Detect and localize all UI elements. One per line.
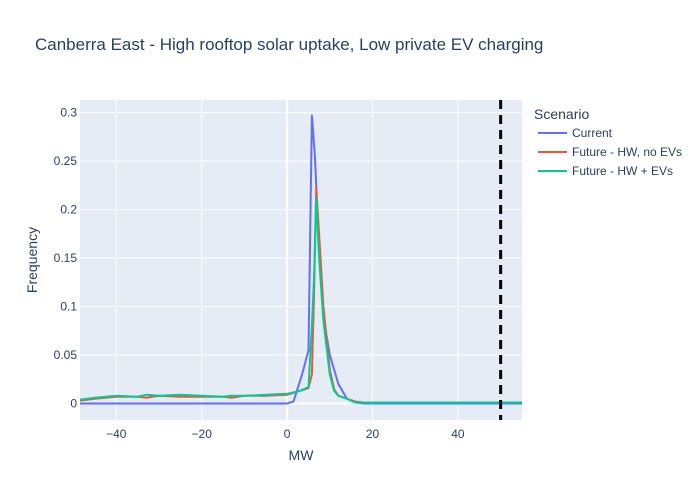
y-tick-label: 0.3 (60, 106, 77, 120)
y-tick-label: 0.2 (60, 203, 77, 217)
legend-label: Future - HW + EVs (572, 164, 673, 178)
y-axis-title: Frequency (24, 227, 40, 293)
series-layer (80, 114, 522, 405)
legend: Scenario Current Future - HW, no EVs Futur… (534, 106, 682, 178)
series-line-3 (80, 196, 522, 404)
x-tick-label: 40 (451, 427, 465, 441)
x-tick-label: −20 (192, 427, 213, 441)
y-tick-label: 0.1 (60, 300, 77, 314)
chart-title: Canberra East - High rooftop solar uptak… (35, 35, 543, 54)
x-tick-label: −40 (106, 427, 127, 441)
x-tick-label: 20 (366, 427, 380, 441)
y-tick-label: 0.25 (54, 154, 78, 168)
y-tick-label: 0 (70, 397, 77, 411)
axis-ticks: −40 −20 0 20 40 0 0.05 0.1 0.15 0.2 0.25 0.3 (54, 106, 465, 441)
legend-title: Scenario (534, 106, 589, 122)
y-tick-label: 0.15 (54, 251, 78, 265)
legend-label: Current (572, 126, 613, 140)
y-tick-label: 0.05 (54, 348, 78, 362)
x-tick-label: 0 (284, 427, 291, 441)
plot-area (80, 100, 522, 420)
legend-label: Future - HW, no EVs (572, 145, 682, 159)
x-axis-title: MW (289, 447, 315, 463)
